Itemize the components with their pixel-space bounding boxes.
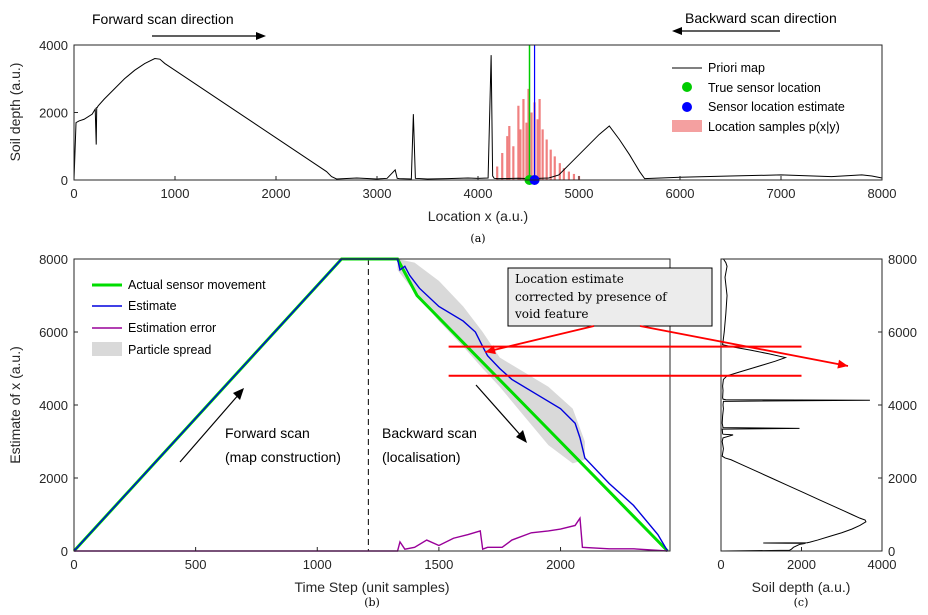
x-tick-label-b: 1500 <box>424 557 453 572</box>
legend-a-entry-1: True sensor location <box>708 81 821 95</box>
y-tick-label-b: 4000 <box>39 398 68 413</box>
x-tick-label-a: 8000 <box>868 186 897 201</box>
y-tick-label-b: 8000 <box>39 252 68 267</box>
y-tick-label-c: 6000 <box>888 325 917 340</box>
backward-scan-label-b: Backward scan <box>382 425 477 441</box>
priori-map-rotated-line <box>720 258 870 552</box>
backward-scan-sub-b: (localisation) <box>382 449 461 465</box>
callout-arrow-right <box>639 325 849 367</box>
callout-line-3: void feature <box>514 307 588 321</box>
red-overlay <box>448 325 849 377</box>
xlabel-b: Time Step (unit samples) <box>294 579 449 595</box>
caption-a: (a) <box>470 232 485 245</box>
legend-b-entry-3: Particle spread <box>128 343 211 357</box>
y-tick-label-b: 0 <box>61 544 68 559</box>
x-tick-label-a: 3000 <box>363 186 392 201</box>
legend-a-entry-3: Location samples p(x|y) <box>708 120 840 134</box>
ylabel-b: Estimate of x (a.u.) <box>7 346 23 463</box>
xlabel-c: Soil depth (a.u.) <box>752 579 851 595</box>
callout-arrow-right-head <box>837 359 848 369</box>
x-tick-label-a: 1000 <box>161 186 190 201</box>
panel-a: Forward scan direction Backward scan dir… <box>7 10 896 245</box>
legend-b-entry-1: Estimate <box>128 299 177 313</box>
x-tick-label-c: 2000 <box>787 557 816 572</box>
callout-arrow-left <box>484 325 595 353</box>
backward-arrowhead-b <box>516 430 527 443</box>
legend-a: Priori map True sensor location Sensor l… <box>672 61 845 134</box>
y-tick-label-a: 4000 <box>39 38 68 53</box>
x-tick-label-a: 0 <box>70 186 77 201</box>
y-tick-label-c: 0 <box>888 544 895 559</box>
legend-b-entry-0: Actual sensor movement <box>128 278 266 292</box>
x-tick-label-b: 2000 <box>546 557 575 572</box>
plot-c <box>720 258 870 552</box>
y-tick-label-c: 4000 <box>888 398 917 413</box>
callout-arrow-left-head <box>485 345 496 355</box>
estimation-error-line <box>74 516 668 552</box>
xlabel-a: Location x (a.u.) <box>428 208 528 224</box>
forward-scan-label-a: Forward scan direction <box>92 11 234 27</box>
legend-b: Actual sensor movement Estimate Estimati… <box>92 278 266 357</box>
legend-a-entry-0: Priori map <box>708 61 765 75</box>
legend-b-entry-2: Estimation error <box>128 321 216 335</box>
x-tick-label-b: 500 <box>185 557 207 572</box>
y-tick-label-c: 8000 <box>888 252 917 267</box>
estimate-line <box>73 258 669 552</box>
ticks-b: 0 500 1000 1500 2000 0 2000 4000 6000 8000 <box>39 252 575 572</box>
forward-arrow-b <box>179 392 241 463</box>
caption-c: (c) <box>794 596 809 609</box>
y-tick-label-b: 6000 <box>39 325 68 340</box>
panel-b: 0 500 1000 1500 2000 0 2000 4000 6000 8000 Time S… <box>7 252 713 609</box>
x-tick-label-a: 7000 <box>767 186 796 201</box>
backward-arrow-b <box>475 384 524 439</box>
y-tick-label-a: 2000 <box>39 106 68 121</box>
legend-a-entry-2: Sensor location estimate <box>708 100 845 114</box>
x-tick-label-c: 4000 <box>868 557 897 572</box>
backward-arrowhead-a <box>672 27 682 35</box>
callout: Location estimate corrected by presence … <box>507 267 713 327</box>
axes-box-c <box>720 258 883 552</box>
backward-scan-label-a: Backward scan direction <box>685 10 837 26</box>
y-tick-label-a: 0 <box>61 173 68 188</box>
callout-box <box>507 267 713 327</box>
caption-b: (b) <box>364 596 380 609</box>
x-tick-label-b: 0 <box>70 557 77 572</box>
callout-line-1: Location estimate <box>515 272 624 286</box>
x-tick-label-c: 0 <box>717 557 724 572</box>
forward-arrowhead-b <box>233 388 244 400</box>
x-tick-label-a: 6000 <box>666 186 695 201</box>
callout-line-2: corrected by presence of <box>515 290 668 304</box>
priori-map-line <box>73 55 883 181</box>
y-tick-label-c: 2000 <box>888 471 917 486</box>
forward-scan-label-b: Forward scan <box>225 425 310 441</box>
x-tick-label-a: 4000 <box>464 186 493 201</box>
x-tick-label-b: 1000 <box>303 557 332 572</box>
y-tick-label-b: 2000 <box>39 471 68 486</box>
plot-lines-a <box>73 45 883 185</box>
forward-scan-sub-b: (map construction) <box>225 449 341 465</box>
ticks-a: 0 1000 2000 3000 4000 5000 6000 7000 8000 0 2000 40… <box>39 38 896 201</box>
forward-arrowhead-a <box>256 32 266 40</box>
x-tick-label-a: 2000 <box>262 186 291 201</box>
x-tick-label-a: 5000 <box>565 186 594 201</box>
ylabel-a: Soil depth (a.u.) <box>7 63 23 162</box>
